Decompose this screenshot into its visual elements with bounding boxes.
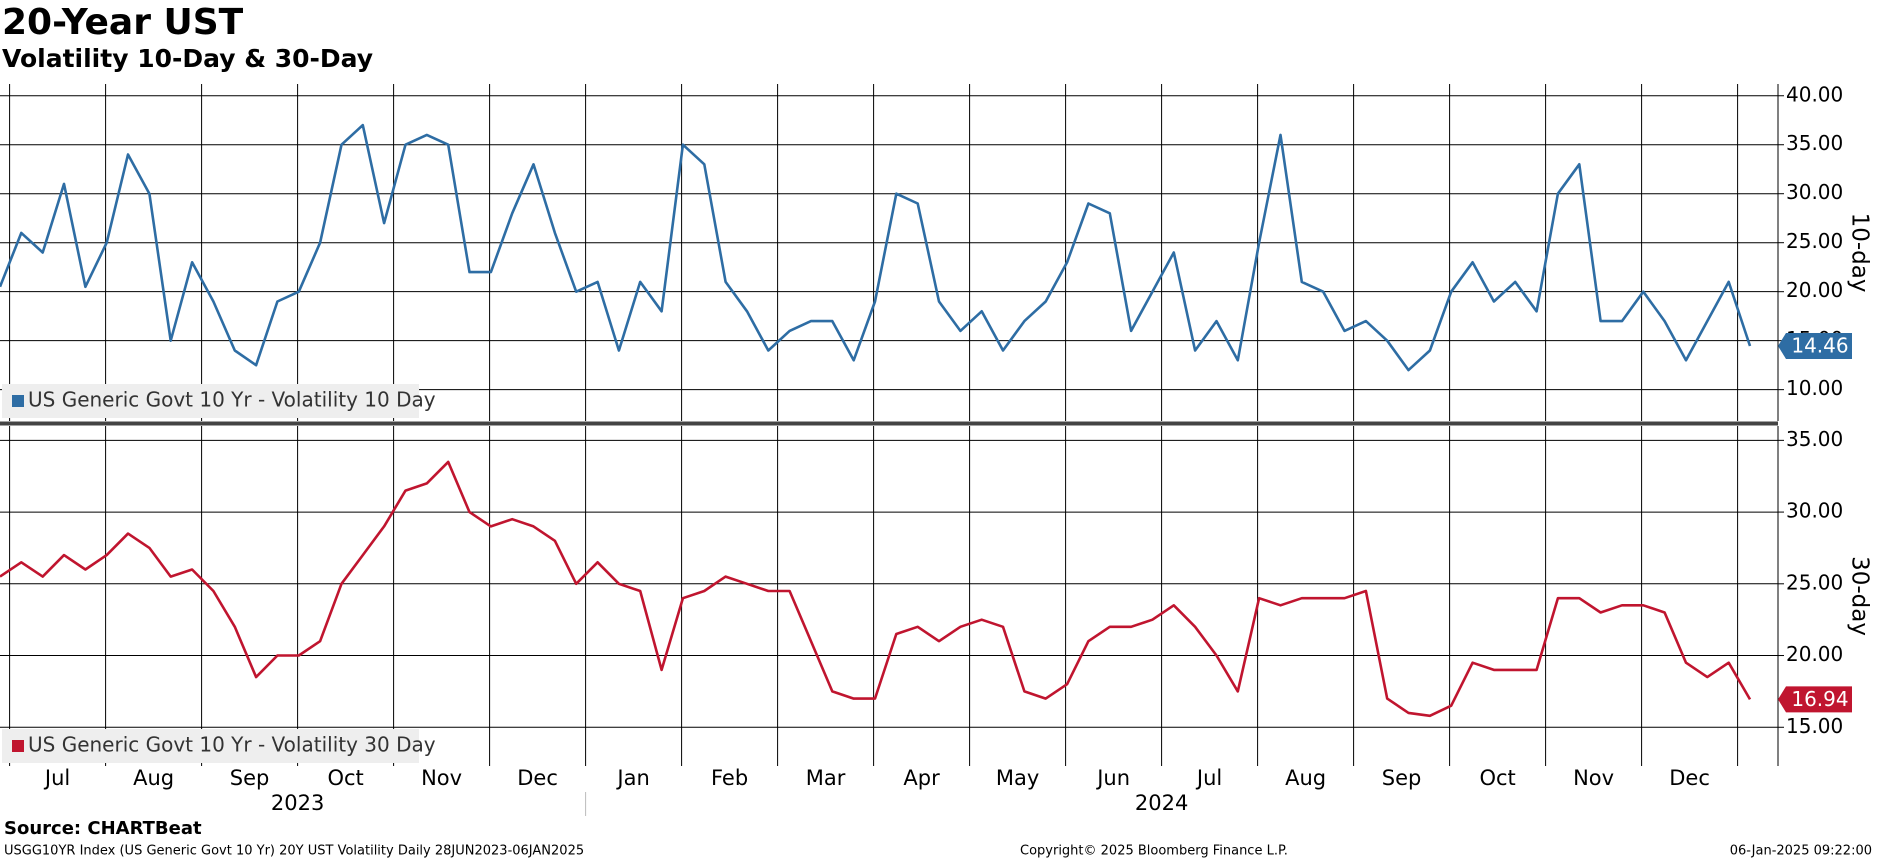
y-tick-label: 15.00 <box>1786 714 1843 738</box>
timestamp: 06-Jan-2025 09:22:00 <box>1730 844 1872 859</box>
y-tick-label: 40.00 <box>1786 82 1843 106</box>
x-tick-label: Jun <box>1095 766 1130 790</box>
x-tick-label: Feb <box>711 766 748 790</box>
source: Source: CHARTBeat <box>4 818 202 839</box>
y-tick-label: 25.00 <box>1786 570 1843 594</box>
y-axis-title: 10-day <box>1847 213 1873 293</box>
y-tick-label: 30.00 <box>1786 180 1843 204</box>
last-value-tag <box>1778 332 1852 359</box>
legend-swatch <box>12 395 24 407</box>
legend-label: US Generic Govt 10 Yr - Volatility 30 Da… <box>28 733 436 757</box>
y-tick-label: 10.00 <box>1786 376 1843 400</box>
y-tick-label: 35.00 <box>1786 427 1843 451</box>
y-tick-label: 30.00 <box>1786 499 1843 523</box>
x-tick-label: Mar <box>806 766 846 790</box>
x-tick-label: Oct <box>327 766 363 790</box>
chart-subtitle: Volatility 10-Day & 30-Day <box>2 44 373 73</box>
chart-title: 20-Year UST <box>2 2 244 43</box>
x-tick-label: Nov <box>1573 766 1614 790</box>
x-year-label: 2023 <box>271 791 324 815</box>
legend-label: US Generic Govt 10 Yr - Volatility 10 Da… <box>28 388 436 412</box>
series-line <box>0 123 1752 372</box>
legend-swatch <box>12 740 24 752</box>
x-tick-label: Jul <box>1195 766 1222 790</box>
last-value-label: 16.94 <box>1791 687 1848 711</box>
x-tick-label: May <box>996 766 1039 790</box>
y-tick-label: 20.00 <box>1786 642 1843 666</box>
y-axis-title: 30-day <box>1847 556 1873 636</box>
x-tick-label: Jul <box>43 766 70 790</box>
copyright: Copyright© 2025 Bloomberg Finance L.P. <box>1020 844 1288 859</box>
x-tick-label: Apr <box>903 766 940 790</box>
footer-description: USGG10YR Index (US Generic Govt 10 Yr) 2… <box>4 844 584 859</box>
x-tick-label: Dec <box>1669 766 1710 790</box>
x-tick-label: Oct <box>1479 766 1515 790</box>
x-tick-label: Aug <box>1285 766 1326 790</box>
x-tick-label: Nov <box>421 766 462 790</box>
x-tick-label: Dec <box>517 766 558 790</box>
last-value-label: 14.46 <box>1791 333 1848 357</box>
last-value-tag <box>1778 686 1852 713</box>
legend-box <box>2 729 419 763</box>
x-tick-label: Aug <box>133 766 174 790</box>
x-tick-label: Sep <box>1382 766 1422 790</box>
series-line <box>0 460 1752 718</box>
y-tick-label: 20.00 <box>1786 278 1843 302</box>
x-tick-label: Sep <box>230 766 270 790</box>
x-tick-label: Jan <box>615 766 649 790</box>
x-year-label: 2024 <box>1135 791 1188 815</box>
y-tick-label: 25.00 <box>1786 229 1843 253</box>
y-tick-label: 35.00 <box>1786 131 1843 155</box>
legend-box <box>2 384 419 418</box>
